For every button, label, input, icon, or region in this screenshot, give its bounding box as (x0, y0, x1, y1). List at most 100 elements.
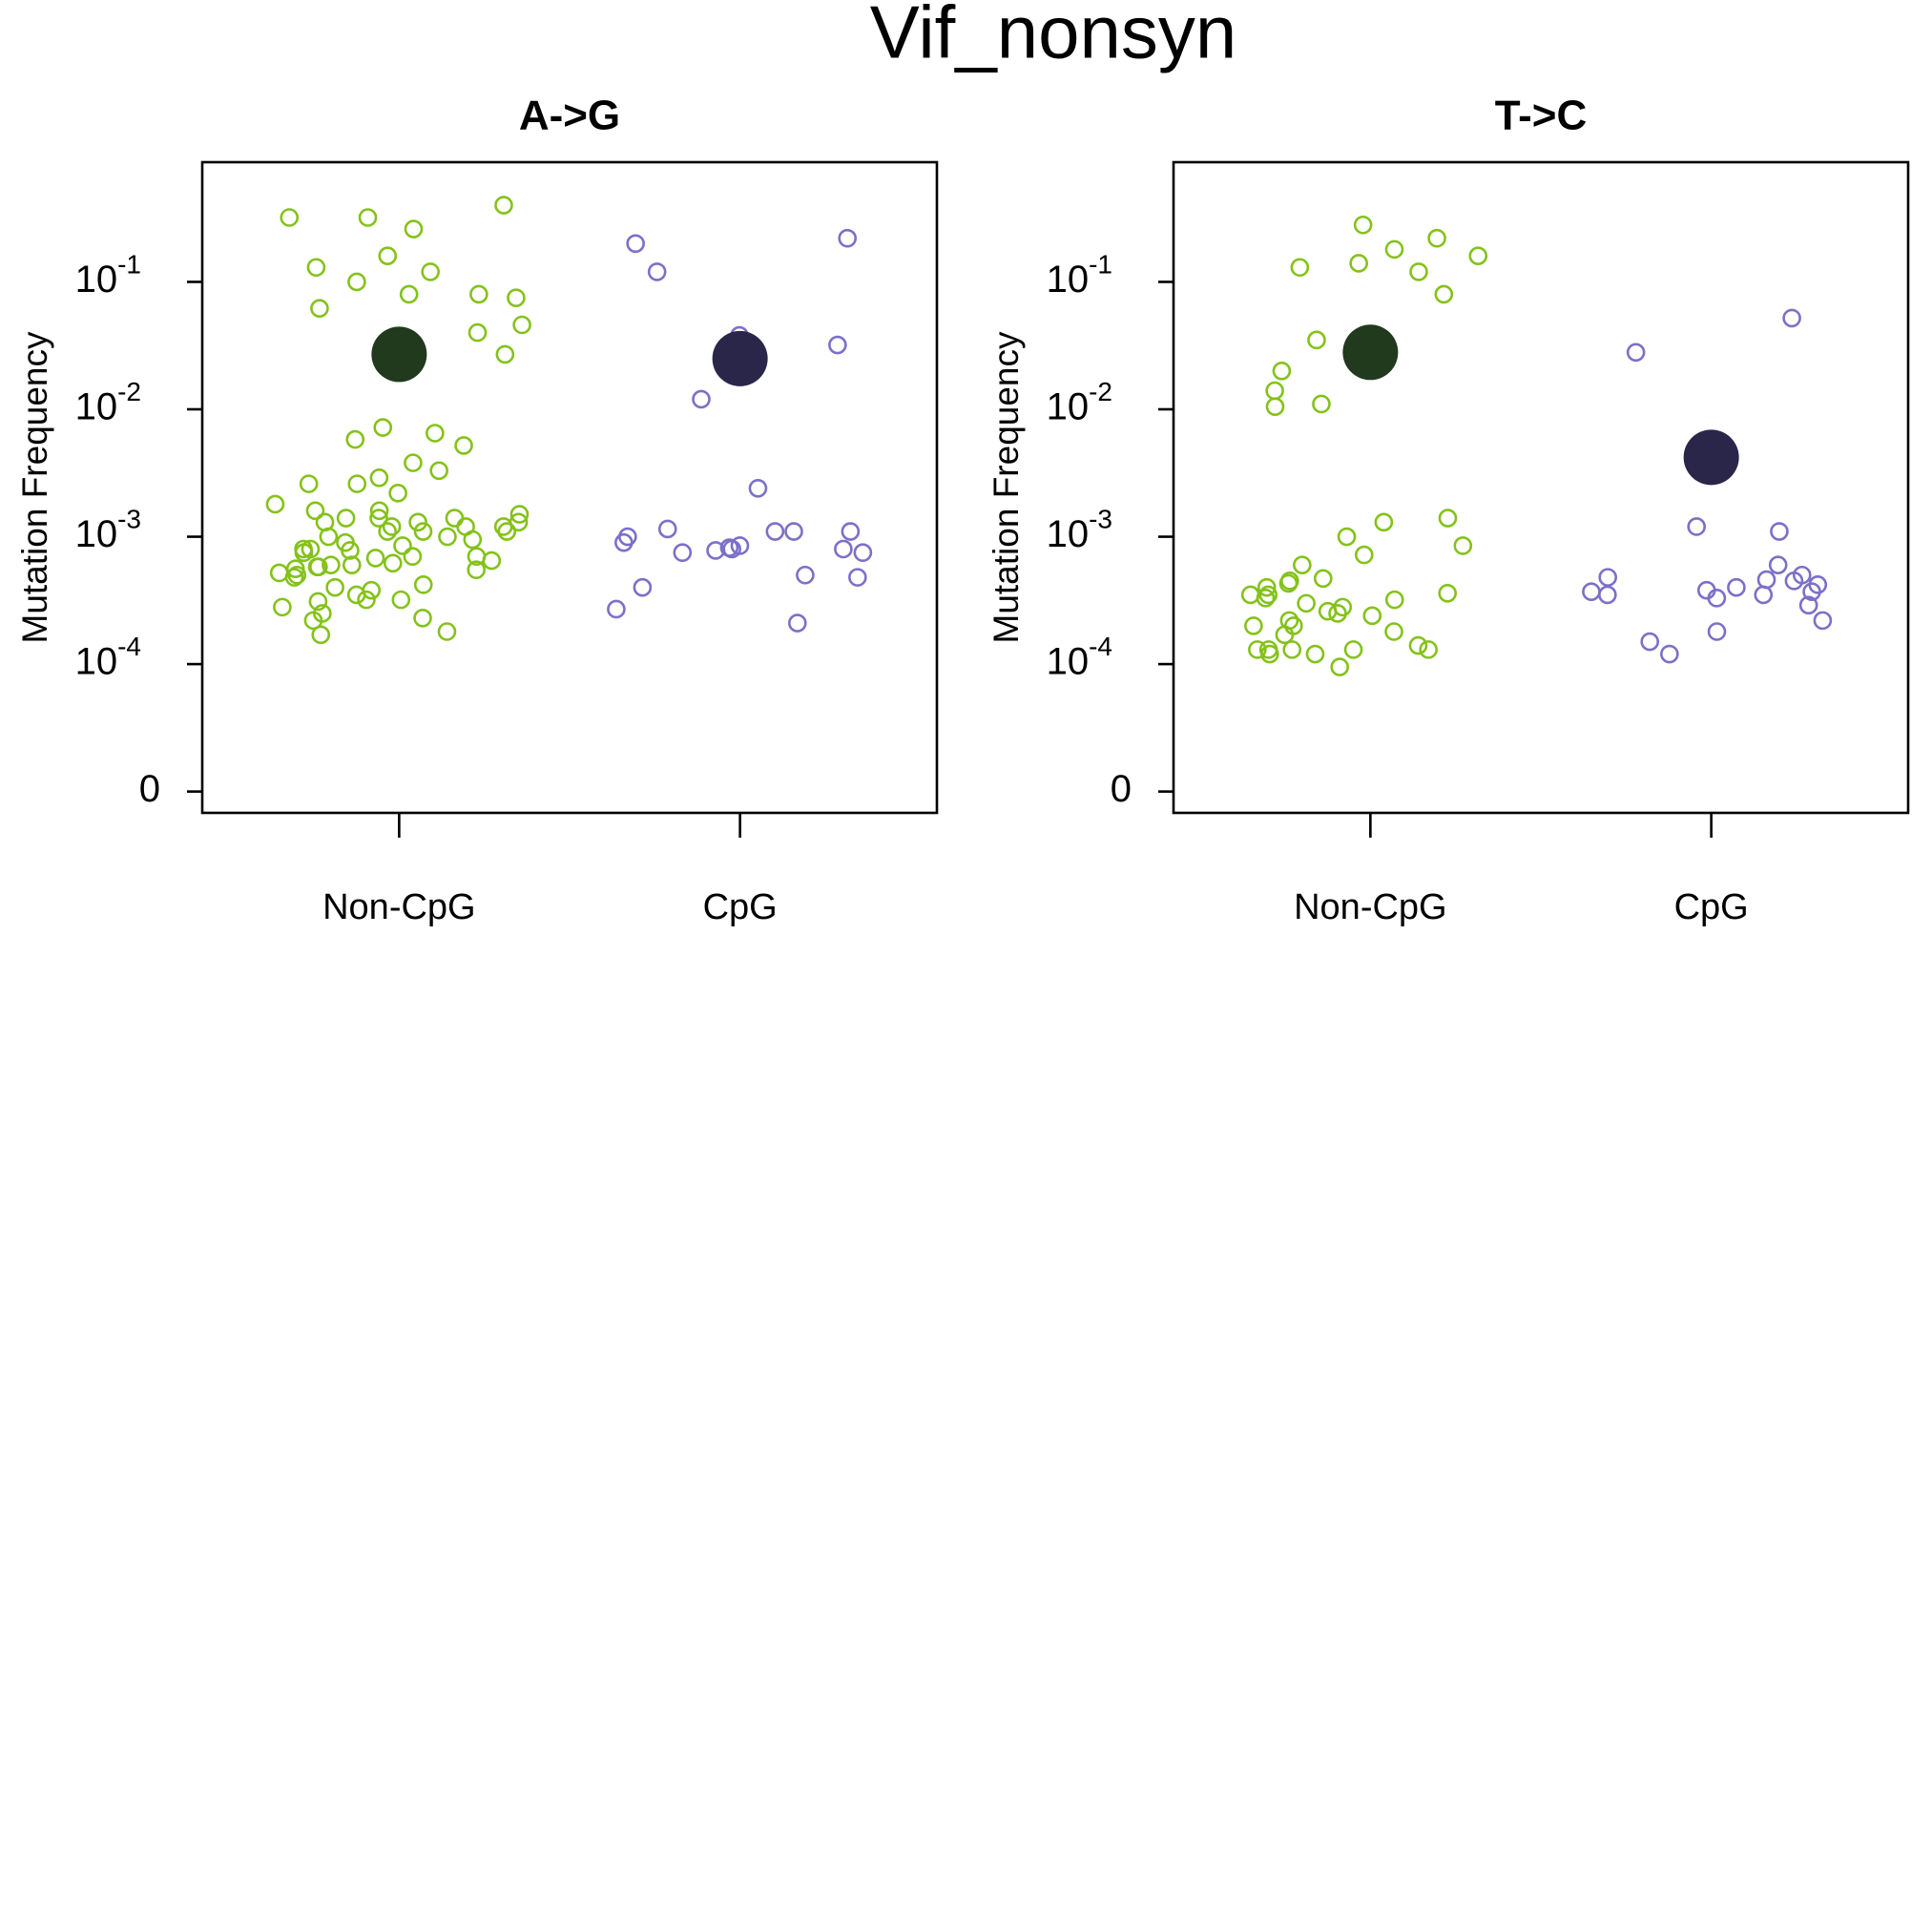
plot-frame (1172, 160, 1910, 815)
data-point (1438, 509, 1458, 528)
data-point (848, 568, 867, 587)
data-point (308, 592, 328, 612)
data-point (1362, 606, 1382, 626)
data-point (294, 543, 314, 563)
data-point (1434, 284, 1454, 304)
data-point (1330, 657, 1350, 676)
data-point (1297, 593, 1316, 613)
data-point (1626, 343, 1646, 363)
data-point (1312, 394, 1331, 414)
data-point (413, 522, 433, 541)
data-point (512, 315, 531, 335)
data-point (373, 418, 393, 437)
data-point (748, 478, 768, 498)
data-point (482, 551, 502, 571)
data-point (1408, 635, 1428, 655)
x-tick-label: Non-CpG (322, 887, 476, 927)
data-point (1343, 640, 1363, 659)
data-point (784, 522, 803, 541)
x-tick-label: Non-CpG (1294, 887, 1447, 927)
data-point (1453, 536, 1473, 555)
data-point (1438, 584, 1457, 603)
data-point (408, 512, 427, 532)
data-point (437, 622, 457, 641)
mean-marker (371, 326, 427, 383)
data-point (1419, 640, 1438, 659)
y-tick-label: 10-1 (1047, 250, 1112, 301)
data-point (1598, 568, 1618, 587)
data-point (1305, 644, 1325, 664)
data-point (345, 429, 365, 449)
data-point (393, 536, 412, 555)
data-point (1257, 577, 1277, 597)
data-point (347, 474, 367, 493)
data-point (1660, 644, 1679, 664)
data-point (1353, 215, 1373, 235)
data-point (1307, 330, 1326, 350)
data-point (853, 543, 873, 563)
data-point (1272, 362, 1292, 381)
data-point (1354, 545, 1374, 565)
y-tick-label: 10-3 (1047, 505, 1112, 555)
x-tick-label: CpG (703, 887, 778, 927)
tick-exponent: -1 (117, 250, 141, 280)
tick-exponent: -2 (1089, 377, 1112, 406)
data-point (692, 389, 711, 409)
data-point (657, 519, 677, 539)
data-point (1756, 570, 1776, 590)
data-point (378, 246, 398, 266)
data-point (673, 543, 693, 563)
plot-frame (200, 160, 939, 815)
data-point (421, 262, 440, 281)
data-point (1275, 625, 1295, 645)
data-point (1384, 239, 1404, 260)
data-point (1282, 640, 1302, 659)
data-point (342, 555, 362, 574)
data-point (1256, 589, 1276, 608)
y-tick-label: 10-2 (75, 377, 141, 427)
data-point (1240, 585, 1260, 605)
y-tick-label: 0 (139, 768, 160, 810)
data-point (1754, 585, 1774, 605)
data-point (1328, 604, 1347, 623)
y-axis-label: Mutation Frequency (15, 331, 54, 644)
data-point (426, 424, 445, 443)
data-point (706, 541, 725, 560)
data-point (1784, 571, 1804, 591)
data-point (1384, 622, 1403, 641)
data-point (647, 262, 667, 281)
data-point (1768, 555, 1788, 574)
data-point (310, 299, 329, 318)
data-point (1770, 522, 1789, 541)
data-point (383, 553, 403, 573)
data-point (388, 484, 407, 503)
data-point (365, 549, 385, 568)
data-point (358, 208, 378, 227)
data-point (467, 560, 486, 580)
tick-exponent: -2 (117, 377, 141, 406)
data-point (1318, 601, 1338, 621)
data-point (467, 322, 488, 343)
data-point (1409, 262, 1428, 281)
x-tick-label: CpG (1674, 887, 1749, 927)
data-point (1782, 308, 1801, 328)
data-point (319, 527, 339, 547)
data-point (306, 258, 326, 278)
data-point (1290, 258, 1310, 278)
data-point (1313, 569, 1333, 589)
tick-exponent: -4 (1089, 632, 1112, 661)
data-point (369, 467, 389, 488)
data-point (1427, 228, 1446, 248)
data-point (463, 530, 483, 550)
y-tick-label: 10-4 (75, 632, 141, 682)
data-point (307, 557, 327, 576)
data-point (834, 539, 853, 559)
data-point (626, 234, 645, 254)
data-point (1468, 246, 1488, 266)
data-point (325, 577, 344, 597)
data-point (287, 565, 307, 585)
data-point (509, 505, 530, 524)
data-point (403, 547, 423, 567)
data-point (1798, 595, 1818, 615)
